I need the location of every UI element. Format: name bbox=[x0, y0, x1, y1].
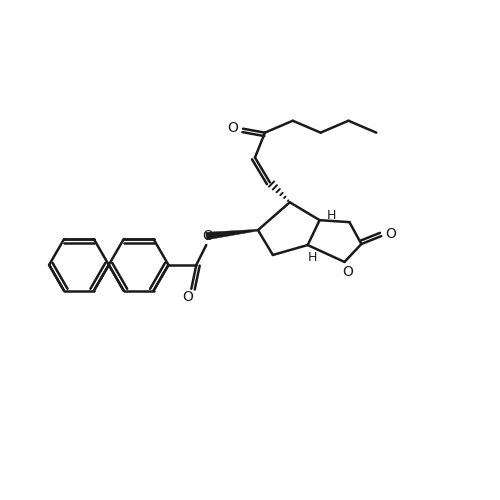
Text: H: H bbox=[308, 252, 318, 264]
Text: O: O bbox=[202, 229, 212, 243]
Text: O: O bbox=[385, 227, 396, 241]
Text: O: O bbox=[228, 120, 238, 134]
Polygon shape bbox=[206, 230, 258, 240]
Text: O: O bbox=[182, 290, 193, 304]
Text: H: H bbox=[327, 208, 336, 222]
Text: O: O bbox=[342, 265, 353, 279]
